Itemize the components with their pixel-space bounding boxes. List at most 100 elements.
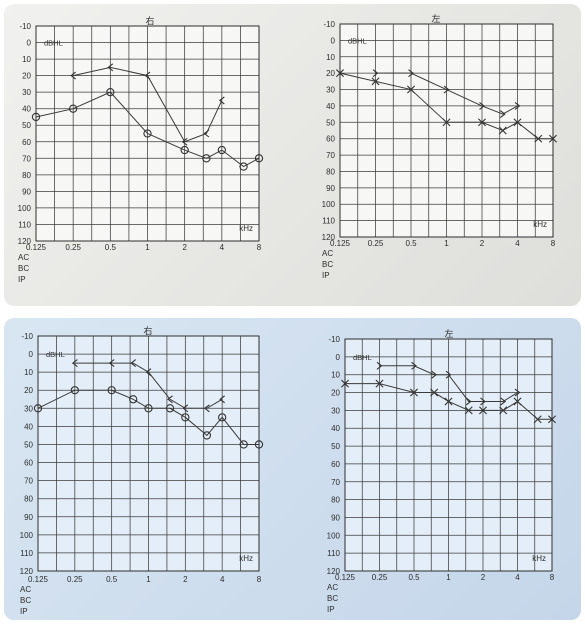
data-point <box>218 413 227 422</box>
data-point <box>202 431 212 440</box>
data-point <box>336 69 344 78</box>
legend-label: IP <box>18 275 26 284</box>
data-point <box>533 415 542 424</box>
x-tick-label: 0.125 <box>330 239 351 248</box>
data-point <box>499 406 508 415</box>
y-tick-label: 40 <box>331 424 340 433</box>
data-point <box>239 440 248 449</box>
x-tick-label: 0.25 <box>372 573 388 582</box>
data-point <box>107 386 116 395</box>
legend-label: AC <box>18 253 29 262</box>
y-tick-label: 90 <box>22 187 31 196</box>
data-point <box>129 395 138 404</box>
y-tick-label: 70 <box>22 154 31 163</box>
series-line <box>37 389 259 445</box>
x-tick-label: 8 <box>551 239 556 248</box>
data-point <box>500 397 507 406</box>
legend-label: IP <box>322 271 330 280</box>
data-point <box>548 415 556 424</box>
data-point <box>464 406 473 415</box>
y-tick-label: 10 <box>326 53 335 62</box>
y-tick-label: 40 <box>326 102 335 111</box>
y-tick-label: 120 <box>18 237 32 246</box>
data-point <box>499 110 506 119</box>
data-point <box>514 388 521 397</box>
y-tick-label: 100 <box>322 200 336 209</box>
x-tick-label: 4 <box>220 243 225 252</box>
data-point <box>239 162 248 171</box>
plot-frame <box>339 23 554 238</box>
audiogram-chart: 右dBHLkHz-1001020304050607080901001101200… <box>18 15 264 284</box>
data-point <box>444 397 453 406</box>
unit-label: dBHL <box>353 353 372 362</box>
data-point <box>182 404 189 413</box>
x-tick-label: 1 <box>446 573 451 582</box>
series-line <box>379 365 518 402</box>
y-tick-label: 10 <box>331 371 340 380</box>
x-tick-label: 8 <box>257 575 262 584</box>
audiogram-chart: 右dBHLkHz-1001020304050607080901001101200… <box>20 325 264 616</box>
y-tick-label: 80 <box>24 495 33 504</box>
x-tick-label: 1 <box>146 575 151 584</box>
y-tick-label: 100 <box>327 531 341 540</box>
data-point <box>479 406 487 415</box>
chart-title: 右 <box>143 325 152 336</box>
y-tick-label: 30 <box>22 88 31 97</box>
plot-frame <box>344 338 553 572</box>
y-tick-label: 90 <box>326 184 335 193</box>
x-tick-label: 0.5 <box>408 573 420 582</box>
y-tick-label: 110 <box>327 549 340 558</box>
data-point <box>181 137 188 146</box>
data-point <box>408 69 414 78</box>
data-point <box>180 145 189 155</box>
x-axis-label: kHz <box>532 554 546 563</box>
data-point <box>181 413 190 422</box>
y-tick-label: 70 <box>326 151 335 160</box>
x-tick-label: 0.125 <box>28 575 49 584</box>
y-tick-label: 50 <box>22 121 31 130</box>
legend-label: BC <box>327 594 338 603</box>
data-point <box>410 388 418 397</box>
data-point <box>514 101 521 110</box>
y-tick-label: 60 <box>326 135 335 144</box>
y-tick-label: -10 <box>21 332 33 341</box>
data-point <box>130 359 137 368</box>
x-tick-label: 0.5 <box>405 239 417 248</box>
series-line <box>73 66 223 143</box>
data-point <box>108 359 115 368</box>
y-tick-label: 0 <box>336 353 341 362</box>
y-tick-label: 20 <box>326 69 335 78</box>
data-point <box>534 134 543 143</box>
x-tick-label: 0.5 <box>106 575 118 584</box>
legend-label: AC <box>20 585 31 594</box>
legend-label: BC <box>322 260 333 269</box>
unit-label: dBHL <box>46 350 65 359</box>
data-point <box>254 440 264 449</box>
plot-frame <box>35 25 260 242</box>
x-tick-label: 4 <box>515 239 520 248</box>
y-tick-label: 30 <box>24 404 33 413</box>
y-tick-label: 60 <box>22 138 31 147</box>
data-point <box>443 85 450 94</box>
x-tick-label: 0.25 <box>67 575 83 584</box>
x-tick-label: 0.25 <box>368 239 384 248</box>
x-tick-label: 8 <box>550 573 555 582</box>
data-point <box>144 71 151 80</box>
legend-label: AC <box>327 583 338 592</box>
series-line <box>35 91 260 168</box>
y-tick-label: 40 <box>24 422 33 431</box>
y-tick-label: 90 <box>24 513 33 522</box>
x-tick-label: 2 <box>182 243 187 252</box>
y-tick-label: 120 <box>327 567 341 576</box>
data-point <box>33 404 43 413</box>
y-tick-label: -10 <box>328 335 340 344</box>
data-point <box>431 370 438 379</box>
y-tick-label: 50 <box>331 442 340 451</box>
y-tick-label: 0 <box>29 350 34 359</box>
data-point <box>70 71 77 80</box>
x-tick-label: 2 <box>183 575 188 584</box>
x-tick-label: 0.5 <box>105 243 117 252</box>
x-axis-label: kHz <box>239 224 253 233</box>
data-point <box>69 104 78 113</box>
data-point <box>411 361 417 370</box>
